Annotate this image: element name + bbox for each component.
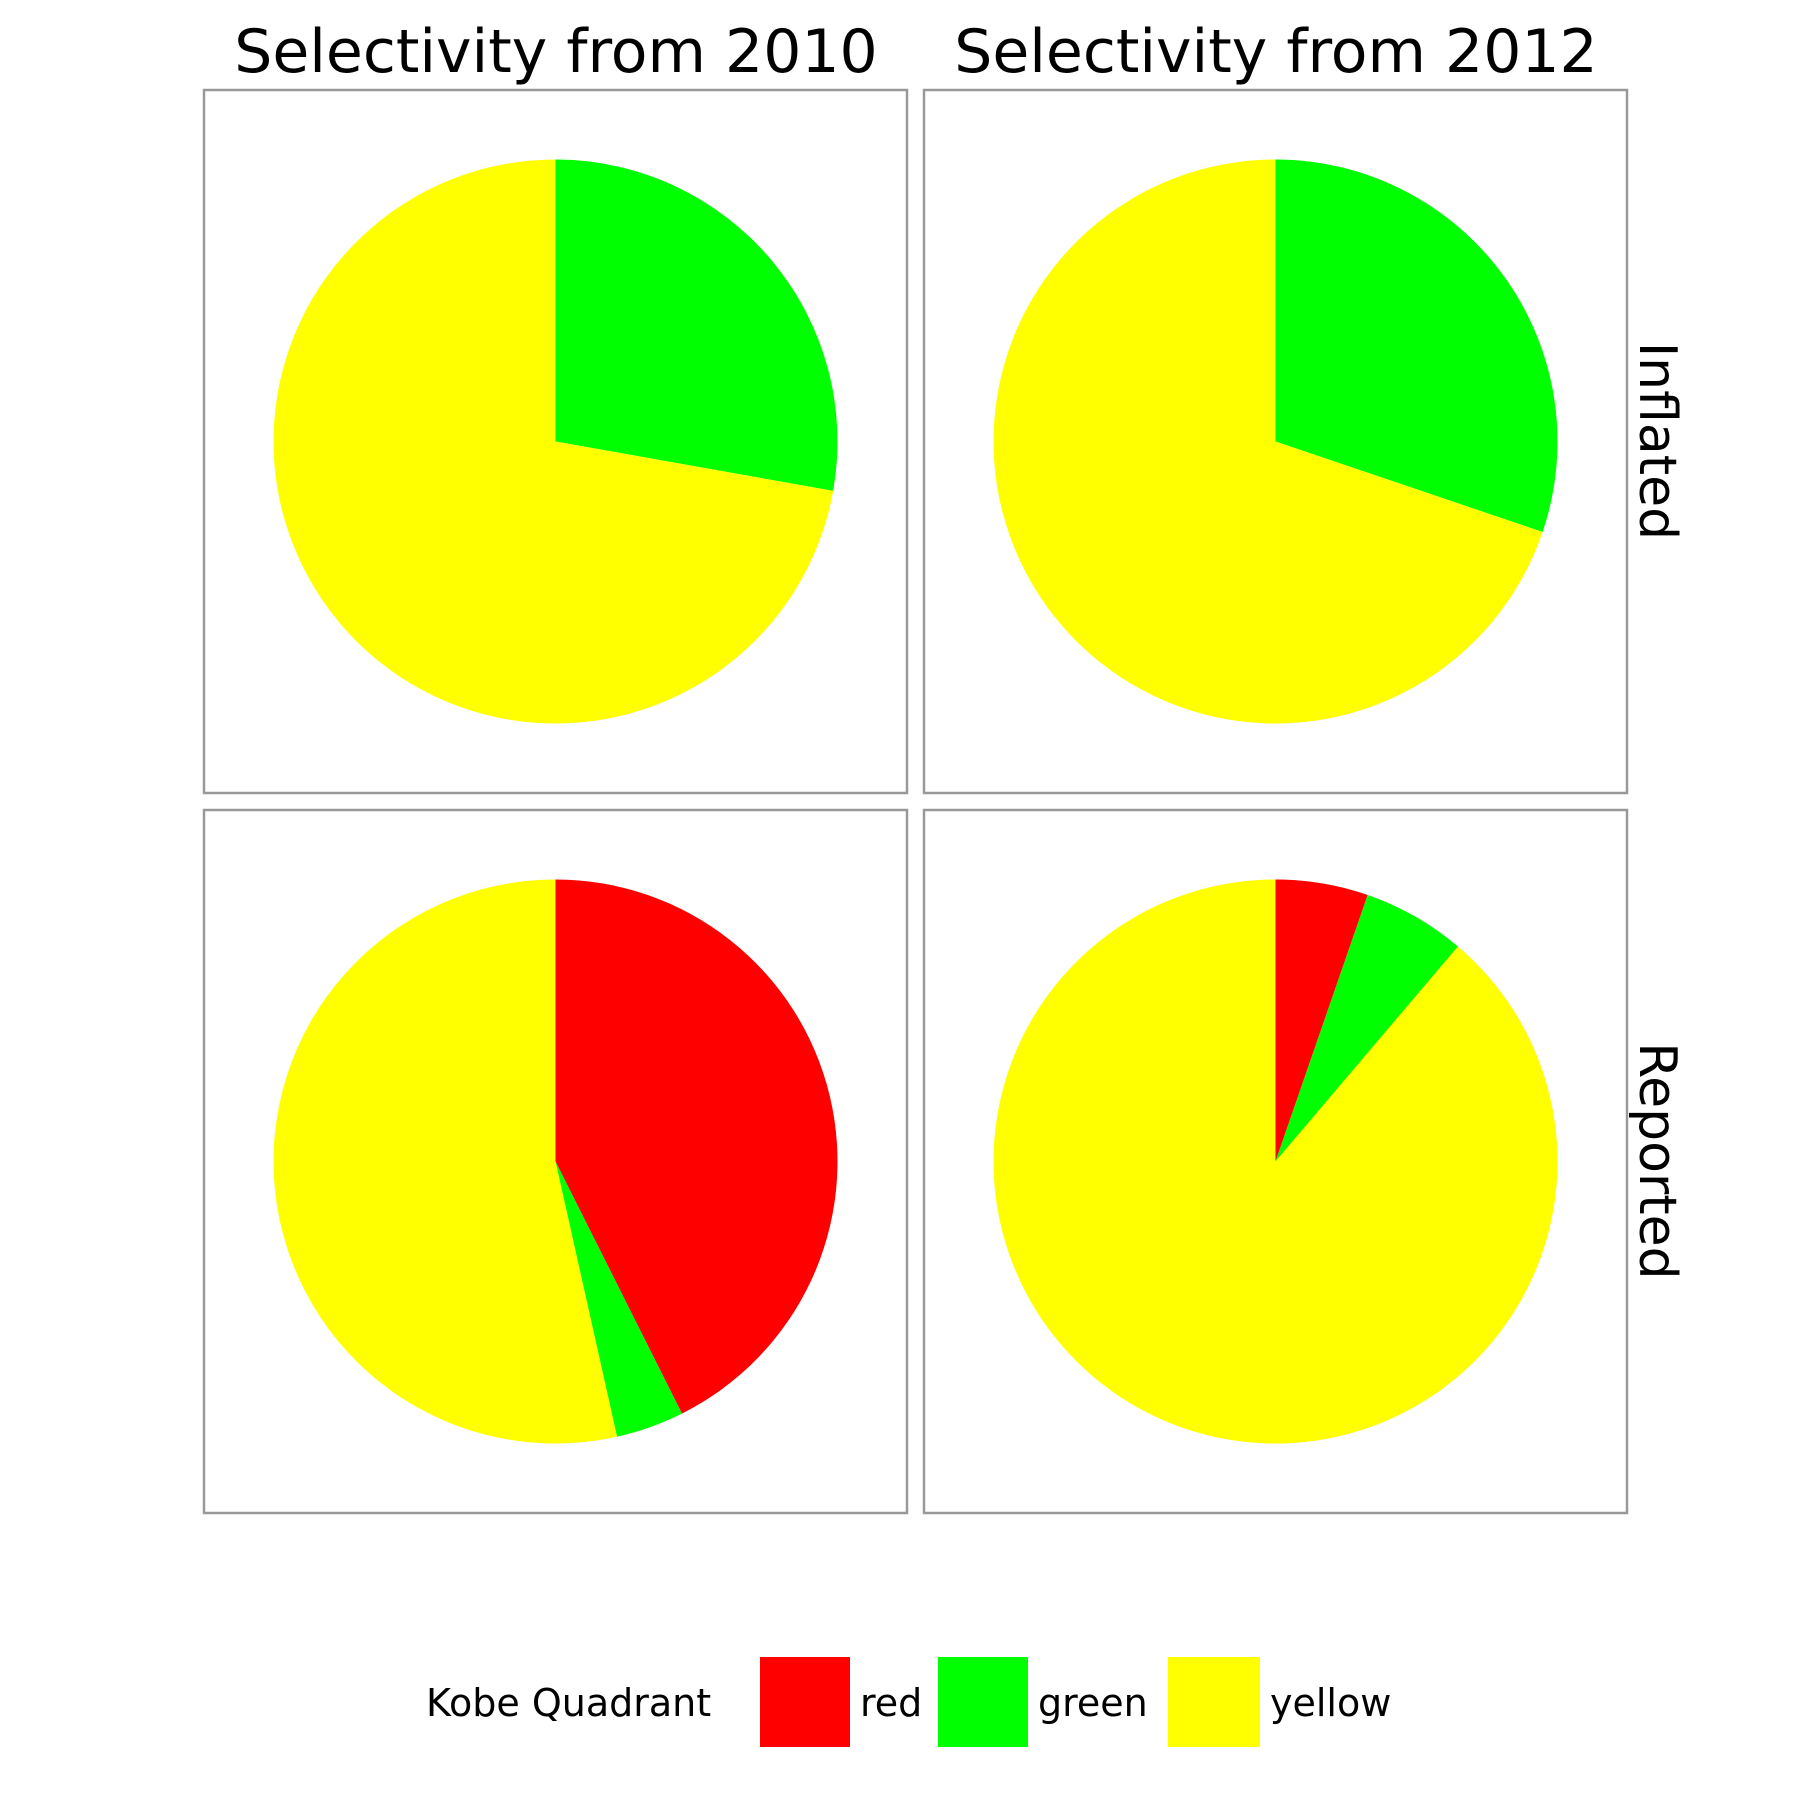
panel-inflated-selectivity-from-2012-slice-yellow (993, 159, 1543, 724)
legend-label-yellow: yellow (1270, 1681, 1391, 1725)
column-title-2010: Selectivity from 2010 (234, 17, 877, 87)
legend-swatch-yellow (1168, 1657, 1260, 1747)
panel-inflated-selectivity-from-2012-slice-green (1275, 159, 1558, 533)
panel-reported-selectivity-from-2012-slice-green (1275, 894, 1458, 1162)
panel-reported-selectivity-from-2010-slice-yellow (273, 879, 618, 1444)
legend: Kobe Quadrant red green yellow (426, 1657, 1391, 1747)
panel-inflated-selectivity-from-2010-slice-green (555, 159, 838, 491)
pie-panels (202, 88, 1629, 1515)
row-title-inflated: Inflated (1627, 342, 1687, 540)
panel-reported-selectivity-from-2012-slice-yellow (993, 879, 1558, 1444)
legend-title: Kobe Quadrant (426, 1681, 711, 1725)
legend-label-red: red (860, 1681, 922, 1725)
legend-swatch-green (938, 1657, 1028, 1747)
panel-reported-selectivity-from-2010-slice-green (555, 1161, 682, 1437)
column-title-2012: Selectivity from 2012 (954, 17, 1597, 87)
legend-label-green: green (1038, 1681, 1148, 1725)
panel-reported-selectivity-from-2010-slice-red (555, 879, 838, 1414)
row-title-reported: Reported (1627, 1042, 1687, 1279)
legend-swatch-red (760, 1657, 850, 1747)
panel-reported-selectivity-from-2012-slice-red (1275, 879, 1368, 1162)
panel-inflated-selectivity-from-2010-slice-yellow (273, 159, 834, 724)
